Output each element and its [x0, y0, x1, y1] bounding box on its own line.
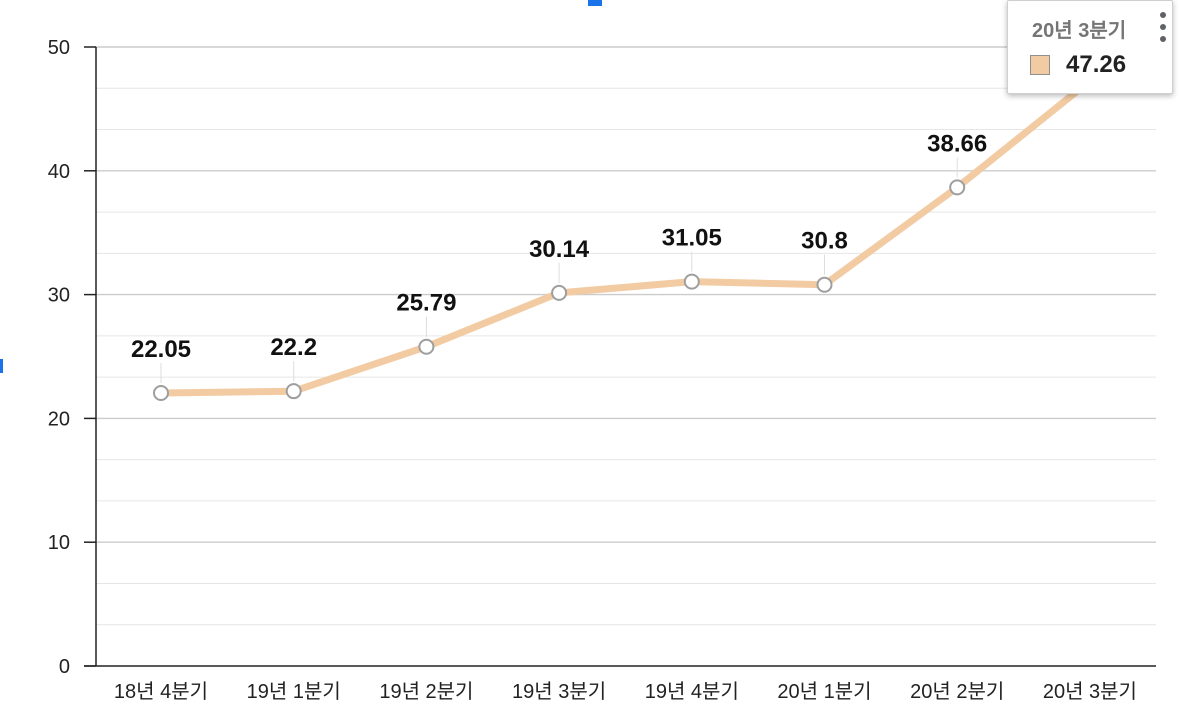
data-labels: 22.05 22.2 25.79 30.14 31.05 30.8 38.66 — [131, 130, 987, 384]
menu-dot — [1160, 12, 1166, 18]
x-tick-label: 19년 3분기 — [512, 680, 606, 703]
data-point[interactable] — [418, 338, 435, 355]
y-tick-label: 30 — [48, 285, 70, 307]
axes — [84, 47, 1156, 667]
y-tick-label: 0 — [59, 656, 70, 678]
y-tick-label: 20 — [48, 408, 70, 430]
data-label: 22.05 — [131, 336, 191, 363]
gridlines — [96, 46, 1156, 626]
menu-dot — [1160, 24, 1166, 30]
series-line-path — [157, 77, 1094, 397]
x-tick-label: 20년 1분기 — [777, 680, 871, 703]
tooltip: 20년 3분기 47.26 — [1007, 0, 1173, 94]
data-label: 30.14 — [529, 236, 590, 263]
y-axis-ticks: 0 10 20 30 40 50 — [48, 37, 96, 678]
x-tick-label: 20년 2분기 — [910, 680, 1004, 703]
data-label: 38.66 — [927, 130, 987, 157]
y-tick-label: 10 — [48, 532, 70, 554]
data-point[interactable] — [285, 383, 302, 400]
data-point[interactable] — [551, 284, 568, 301]
data-label: 31.05 — [662, 225, 722, 252]
x-tick-label: 18년 4분기 — [114, 680, 208, 703]
more-vert-icon[interactable] — [1160, 12, 1168, 48]
edge-marker-left — [0, 359, 3, 373]
data-label: 22.2 — [270, 334, 317, 361]
data-point[interactable] — [816, 276, 833, 293]
data-point[interactable] — [949, 179, 966, 196]
menu-dot — [1160, 36, 1166, 42]
tooltip-value: 47.26 — [1066, 51, 1127, 78]
tooltip-series-swatch — [1030, 55, 1050, 75]
x-tick-label: 19년 2분기 — [379, 680, 473, 703]
data-point[interactable] — [153, 385, 169, 402]
data-label: 25.79 — [396, 290, 456, 317]
y-tick-label: 40 — [48, 161, 70, 183]
x-tick-label: 20년 3분기 — [1043, 680, 1137, 703]
data-label: 30.8 — [801, 228, 848, 255]
x-axis-ticks: 18년 4분기 19년 1분기 19년 2분기 19년 3분기 19년 4분기 20년 1… — [114, 680, 1137, 703]
x-tick-label: 19년 1분기 — [247, 680, 341, 703]
data-points[interactable] — [153, 179, 966, 402]
tooltip-title: 20년 3분기 — [1032, 20, 1127, 42]
x-tick-label: 19년 4분기 — [645, 680, 739, 703]
data-point[interactable] — [683, 273, 700, 290]
edge-marker-top — [588, 0, 602, 6]
series-line — [157, 77, 1094, 397]
y-tick-label: 50 — [48, 37, 70, 59]
